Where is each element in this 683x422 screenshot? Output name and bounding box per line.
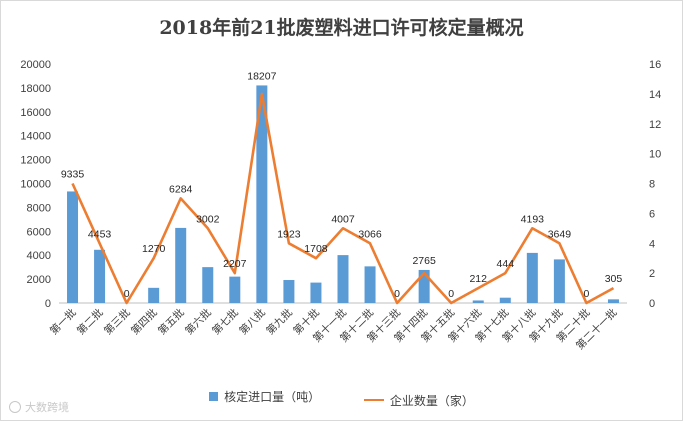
y-tick-label: 8000 [27, 202, 51, 214]
data-label: 4453 [88, 228, 112, 240]
legend-item-bar: 核定进口量（吨） [209, 388, 320, 405]
legend-item-line: 企业数量（家） [363, 392, 474, 409]
y-tick-label: 16000 [20, 107, 51, 119]
bar [175, 227, 187, 303]
data-label: 0 [124, 288, 130, 300]
y2-tick-label: 12 [649, 119, 661, 131]
bar [148, 287, 160, 303]
legend-swatch-bar [209, 392, 219, 401]
legend: 核定进口量（吨） 企业数量（家） [1, 388, 682, 409]
y2-tick-label: 6 [649, 208, 655, 220]
data-label: 6284 [169, 183, 193, 195]
watermark: 大数跨境 [9, 399, 69, 415]
bar [526, 252, 538, 303]
data-label: 444 [497, 258, 515, 270]
bar [94, 249, 106, 303]
legend-label-line: 企业数量（家） [389, 393, 474, 408]
bar [202, 267, 214, 303]
category-label: 第八批 [237, 306, 269, 338]
weibo-circle-icon [9, 401, 21, 413]
bar [607, 299, 619, 303]
data-label: 2207 [223, 258, 247, 270]
bar [310, 282, 322, 303]
bar [553, 259, 565, 303]
bar [472, 300, 484, 303]
y-tick-label: 0 [45, 298, 51, 310]
y-tick-label: 6000 [27, 226, 51, 238]
category-label: 第七批 [209, 306, 241, 338]
y-tick-label: 14000 [20, 131, 51, 143]
data-label: 2765 [412, 255, 436, 267]
data-label: 3002 [196, 213, 220, 225]
data-label: 0 [394, 288, 400, 300]
y-tick-label: 12000 [20, 155, 51, 167]
bar [67, 191, 79, 303]
bar [337, 255, 349, 303]
legend-label-bar: 核定进口量（吨） [224, 390, 321, 404]
data-label: 1923 [277, 228, 301, 240]
data-label: 3649 [548, 228, 572, 240]
data-label: 9335 [61, 169, 85, 181]
category-label: 第九批 [264, 306, 296, 338]
data-label: 1270 [142, 243, 166, 255]
data-label: 305 [605, 273, 623, 285]
series-line [71, 92, 615, 305]
data-label: 4193 [521, 213, 545, 225]
bar [229, 276, 241, 303]
category-label: 第二批 [74, 306, 106, 338]
data-label: 3066 [358, 228, 382, 240]
y-tick-label: 2000 [27, 274, 51, 286]
data-label: 0 [448, 288, 454, 300]
y-tick-label: 20000 [20, 59, 51, 71]
watermark-text: 大数跨境 [25, 401, 69, 414]
y2-tick-label: 4 [649, 238, 655, 250]
y-tick-label: 4000 [27, 250, 51, 262]
y-tick-label: 10000 [20, 179, 51, 191]
category-label: 第四批 [128, 306, 160, 338]
data-label: 18207 [247, 70, 276, 82]
chart-title: 2018年前21批废塑料进口许可核定量概况 [159, 17, 524, 39]
y2-tick-label: 14 [649, 89, 661, 101]
category-label: 第一批 [47, 306, 79, 338]
category-label: 第六批 [182, 306, 214, 338]
data-label: 1708 [304, 243, 328, 255]
y2-tick-label: 2 [649, 268, 655, 280]
bar [418, 269, 430, 303]
bar [499, 297, 511, 303]
category-label: 第五批 [155, 306, 187, 338]
y2-tick-label: 10 [649, 149, 661, 161]
bar [283, 280, 295, 303]
data-label: 0 [584, 288, 590, 300]
bar [256, 85, 268, 303]
y2-tick-label: 16 [649, 59, 661, 71]
y2-tick-label: 0 [649, 298, 655, 310]
data-label: 212 [469, 273, 487, 285]
legend-swatch-line [363, 399, 384, 401]
category-label: 第三批 [101, 306, 133, 338]
y2-tick-label: 8 [649, 179, 655, 191]
data-label: 4007 [331, 213, 355, 225]
y-tick-label: 18000 [20, 83, 51, 95]
bar [364, 266, 376, 303]
